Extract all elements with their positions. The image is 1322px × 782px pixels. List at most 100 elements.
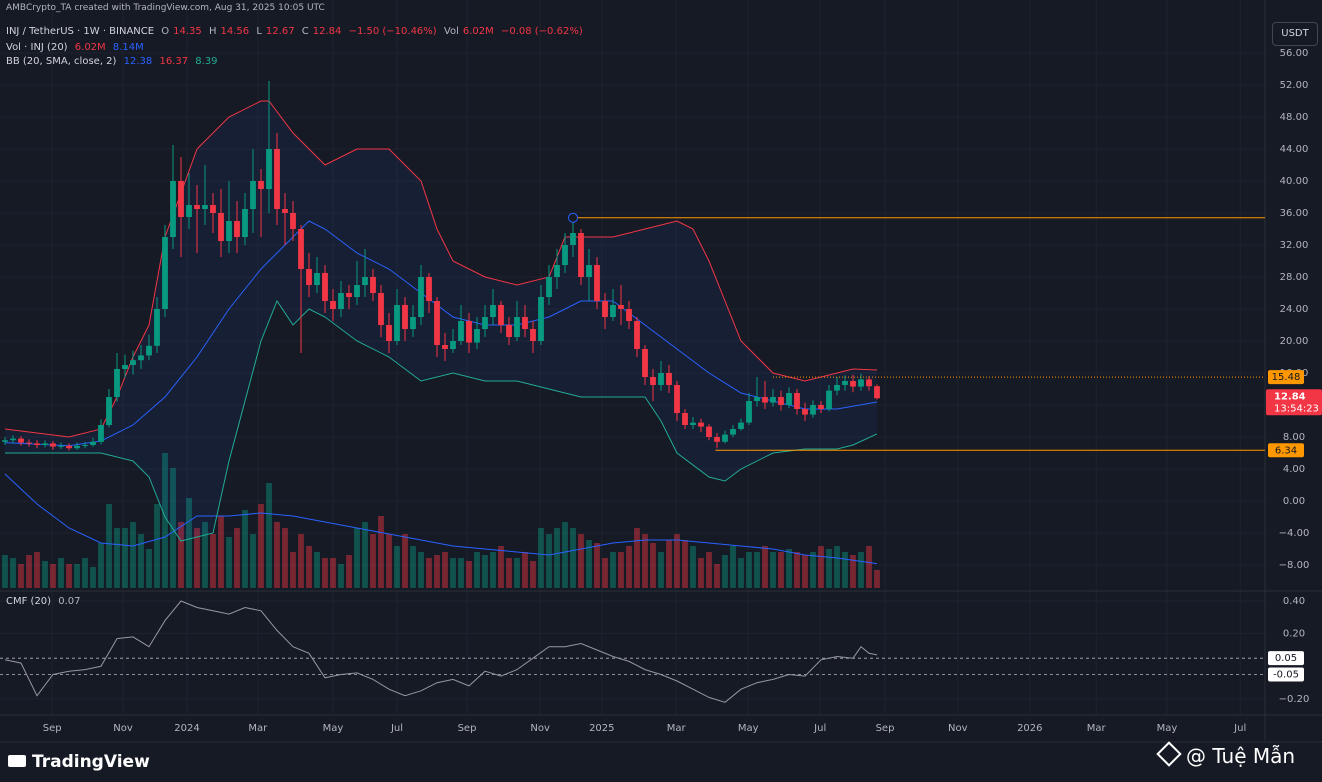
- cmf-level-label: 0.05: [1275, 653, 1297, 664]
- x-tick-label: Nov: [948, 723, 968, 734]
- vol-change: −0.08 (−0.62%): [500, 26, 583, 37]
- volume-bar: [42, 560, 48, 588]
- level-label-box: [1268, 370, 1304, 385]
- volume-bar: [650, 542, 656, 588]
- candle-body: [138, 355, 144, 361]
- volume-bar: [66, 563, 72, 588]
- candle-body: [706, 426, 712, 437]
- x-tick-label: Mar: [667, 723, 687, 734]
- volume-bar: [130, 521, 136, 588]
- candle-body: [634, 321, 640, 349]
- candle-body: [226, 221, 232, 241]
- candle-body: [794, 393, 800, 409]
- cmf-level-box: [1268, 651, 1304, 666]
- candle-body: [442, 345, 448, 349]
- candle-body: [346, 293, 352, 297]
- bb-upper-value: 16.37: [159, 56, 189, 67]
- volume-bar: [698, 557, 704, 588]
- brand: TradingView: [8, 752, 150, 772]
- volume-bar: [90, 566, 96, 588]
- volume-bar: [690, 545, 696, 588]
- volume-bar: [754, 551, 760, 588]
- volume-bar: [98, 542, 104, 588]
- volume-bar: [74, 563, 80, 588]
- currency-button[interactable]: USDT: [1272, 22, 1318, 46]
- volume-bar: [642, 533, 648, 588]
- volume-bar: [2, 554, 8, 588]
- volume-bar: [498, 545, 504, 588]
- volume-bar: [586, 539, 592, 588]
- candle-body: [842, 381, 848, 385]
- y-tick-label: 44.00: [1280, 144, 1309, 155]
- level-label: 6.34: [1275, 445, 1297, 456]
- volume-bar: [434, 554, 440, 588]
- candle-body: [818, 405, 824, 409]
- candle-body: [26, 442, 32, 444]
- last-price-label: 12.84: [1274, 391, 1306, 402]
- x-tick-label: Sep: [876, 723, 895, 734]
- candle-body: [770, 397, 776, 403]
- volume-bar: [770, 551, 776, 588]
- candle-body: [594, 265, 600, 301]
- volume-legend: Vol · INJ (20) 6.02M 8.14M: [6, 42, 148, 53]
- cmf-value: 0.07: [58, 596, 81, 607]
- volume-bar: [442, 551, 448, 588]
- candle-body: [338, 293, 344, 309]
- volume-bar: [818, 545, 824, 588]
- y-tick-label: 0.00: [1283, 496, 1305, 507]
- cmf-legend: CMF (20) 0.07: [6, 596, 85, 607]
- volume-bar: [474, 551, 480, 588]
- cmf-name: CMF (20): [6, 596, 52, 607]
- volume-bar: [162, 452, 168, 588]
- volume-ma-value: 8.14M: [112, 42, 144, 53]
- volume-bar: [170, 467, 176, 588]
- y-tick-label: 52.00: [1280, 80, 1309, 91]
- symbol: INJ / TetherUS · 1W · BINANCE: [6, 26, 155, 37]
- volume-bar: [178, 521, 184, 588]
- volume-bar: [298, 533, 304, 588]
- volume-bar: [370, 533, 376, 588]
- volume-bar: [594, 542, 600, 588]
- candle-body: [426, 277, 432, 301]
- x-tick-label: Sep: [458, 723, 477, 734]
- candle-body: [730, 429, 736, 435]
- volume-bar: [354, 527, 360, 588]
- candle-body: [186, 205, 192, 217]
- high-value: 14.56: [220, 26, 250, 37]
- x-tick-label: Nov: [530, 723, 550, 734]
- volume-bar: [634, 527, 640, 588]
- volume-bar: [466, 560, 472, 588]
- volume-bar: [538, 527, 544, 588]
- volume-bar: [866, 545, 872, 588]
- candle-body: [402, 305, 408, 329]
- candle-body: [170, 181, 176, 237]
- volume-bar: [834, 545, 840, 588]
- cmf-line: [4, 600, 878, 703]
- candle-body: [578, 233, 584, 277]
- candle-body: [650, 377, 656, 385]
- x-tick-label: Nov: [113, 723, 133, 734]
- volume-bar: [514, 557, 520, 588]
- volume-bar: [730, 545, 736, 588]
- candle-body: [874, 386, 880, 399]
- volume-bar: [458, 557, 464, 588]
- volume-bar: [794, 551, 800, 588]
- candle-body: [538, 297, 544, 341]
- volume-bar: [58, 557, 64, 588]
- volume-bar: [82, 557, 88, 588]
- volume-bar: [562, 521, 568, 588]
- volume-bar: [218, 515, 224, 588]
- x-tick-label: Jul: [813, 723, 826, 734]
- volume-bar: [210, 533, 216, 588]
- candle-body: [114, 369, 120, 397]
- x-tick-label: Sep: [43, 723, 62, 734]
- low-value: 12.67: [265, 26, 295, 37]
- y-tick-label: 8.00: [1283, 432, 1305, 443]
- bb-upper-line: [4, 100, 878, 438]
- volume-bar: [50, 563, 56, 588]
- volume-bar: [186, 497, 192, 588]
- close-value: 12.84: [312, 26, 342, 37]
- volume-bar: [682, 539, 688, 588]
